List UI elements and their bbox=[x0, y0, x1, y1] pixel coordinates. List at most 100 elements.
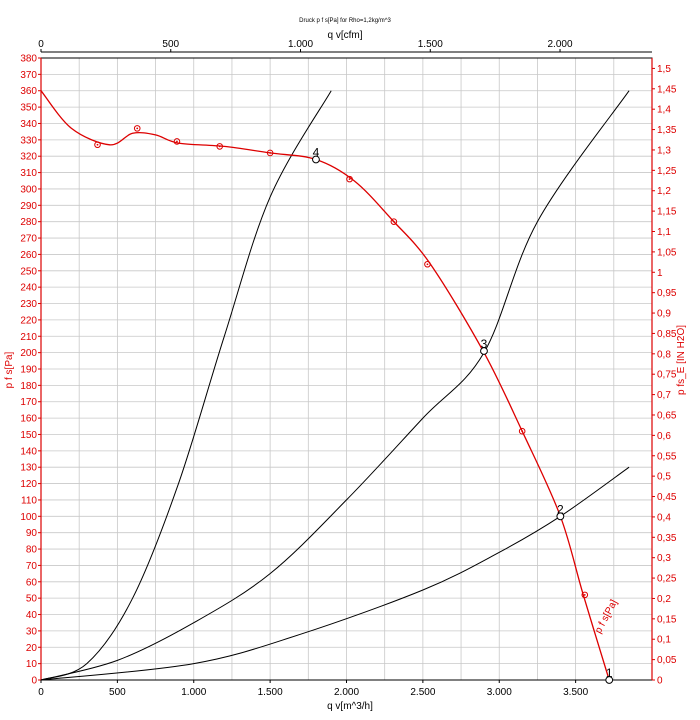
x-tick-label-top: 0 bbox=[38, 39, 44, 50]
y-tick-label-left: 300 bbox=[20, 184, 37, 195]
y-tick-label-right: 0,7 bbox=[657, 390, 671, 401]
grid bbox=[41, 58, 652, 680]
operating-point-3 bbox=[480, 347, 488, 355]
y-tick-label-left: 290 bbox=[20, 201, 37, 212]
top-axis-label: q v[cfm] bbox=[327, 30, 362, 41]
y-tick-label-right: 1,2 bbox=[657, 186, 671, 197]
y-tick-label-left: 30 bbox=[26, 626, 38, 637]
y-tick-label-left: 90 bbox=[26, 528, 38, 539]
fan-curve-marker bbox=[94, 141, 101, 149]
y-tick-label-right: 0,45 bbox=[657, 492, 677, 503]
y-tick-label-right: 0,25 bbox=[657, 574, 677, 585]
y-tick-label-right: 0,2 bbox=[657, 594, 671, 605]
y-tick-label-right: 1,5 bbox=[657, 64, 671, 75]
y-tick-label-right: 1,1 bbox=[657, 227, 671, 238]
y-tick-label-right: 1,25 bbox=[657, 166, 677, 177]
y-tick-label-left: 120 bbox=[20, 479, 37, 490]
y-tick-label-left: 260 bbox=[20, 250, 37, 261]
y-tick-label-left: 230 bbox=[20, 299, 37, 310]
operating-point-label: 3 bbox=[481, 337, 488, 351]
fan-curve-marker bbox=[346, 175, 353, 183]
y-tick-label-right: 0,5 bbox=[657, 472, 671, 483]
fan-curve-marker-dot bbox=[218, 145, 221, 148]
y-tick-label-right: 1,4 bbox=[657, 105, 671, 116]
y-tick-label-right: 0,35 bbox=[657, 533, 677, 544]
fan-curve-marker bbox=[390, 218, 398, 225]
fan-curve-marker bbox=[424, 260, 431, 268]
x-tick-label-bottom: 3.500 bbox=[563, 687, 588, 698]
y-tick-label-left: 320 bbox=[20, 152, 37, 163]
y-tick-label-left: 80 bbox=[26, 545, 38, 556]
x-tick-label-bottom: 2.000 bbox=[334, 687, 359, 698]
y-tick-label-left: 310 bbox=[20, 168, 37, 179]
y-tick-label-left: 210 bbox=[20, 332, 37, 343]
fan-curve-label: p f s[Pa] bbox=[593, 598, 620, 636]
y-tick-label-right: 1,15 bbox=[657, 207, 677, 218]
chart-title: Druck p f s[Pa] for Rho=1,2kg/m^3 bbox=[299, 18, 391, 24]
y-tick-label-right: 1 bbox=[657, 268, 663, 279]
y-tick-label-right: 1,45 bbox=[657, 84, 677, 95]
y-tick-label-right: 0,3 bbox=[657, 553, 671, 564]
y-tick-label-left: 20 bbox=[26, 643, 38, 654]
x-tick-label-top: 500 bbox=[162, 39, 179, 50]
fan-curve-marker-dot bbox=[426, 263, 429, 266]
y-tick-label-left: 60 bbox=[26, 577, 38, 588]
y-tick-label-right: 0,95 bbox=[657, 288, 677, 299]
fan-curve bbox=[40, 90, 610, 681]
system-curve-2 bbox=[40, 90, 630, 681]
y-tick-label-right: 0,15 bbox=[657, 614, 677, 625]
fan-curve-marker-dot bbox=[392, 220, 395, 223]
y-tick-label-left: 370 bbox=[20, 70, 37, 81]
y-tick-label-left: 190 bbox=[20, 365, 37, 376]
system-curve-1 bbox=[40, 90, 332, 681]
y-tick-label-right: 0,1 bbox=[657, 635, 671, 646]
y-tick-label-left: 280 bbox=[20, 217, 37, 228]
right-axis-label: p fs_E [IN H2O] bbox=[676, 325, 687, 395]
fan-curve-marker bbox=[518, 427, 526, 435]
x-tick-label-bottom: 0 bbox=[38, 687, 44, 698]
fan-curve-marker bbox=[173, 138, 181, 145]
fan-curve-marker-dot bbox=[521, 430, 524, 433]
y-tick-label-right: 0,65 bbox=[657, 410, 677, 421]
y-tick-label-left: 0 bbox=[31, 676, 37, 687]
operating-point-2 bbox=[556, 512, 565, 521]
fan-curve-marker-dot bbox=[176, 140, 178, 143]
y-tick-label-left: 110 bbox=[21, 495, 37, 506]
operating-point-label: 1 bbox=[606, 666, 613, 680]
operating-point-1 bbox=[605, 676, 614, 684]
operating-point-label: 4 bbox=[313, 145, 320, 159]
y-tick-label-right: 0 bbox=[657, 676, 663, 687]
x-tick-label-bottom: 1.500 bbox=[258, 687, 283, 698]
left-axis-label: p f s[Pa] bbox=[4, 351, 15, 388]
y-tick-label-left: 220 bbox=[20, 315, 37, 326]
y-tick-label-left: 130 bbox=[20, 463, 37, 474]
x-tick-label-bottom: 3.000 bbox=[487, 687, 512, 698]
fan-curve-marker-dot bbox=[136, 127, 139, 130]
y-tick-label-left: 160 bbox=[20, 414, 37, 425]
y-tick-label-left: 150 bbox=[20, 430, 37, 441]
x-tick-label-top: 1.000 bbox=[288, 39, 313, 50]
fan-curve-marker-dot bbox=[348, 178, 351, 181]
fan-curve-marker-dot bbox=[583, 593, 586, 596]
fan-curve-marker bbox=[216, 143, 224, 150]
y-tick-label-left: 240 bbox=[20, 283, 37, 294]
fan-curve-marker-dot bbox=[269, 152, 272, 154]
fan-curve-marker-dot bbox=[96, 143, 99, 146]
fan-curve-marker bbox=[581, 591, 589, 599]
fan-curve-marker bbox=[133, 125, 141, 132]
y-tick-label-left: 10 bbox=[26, 659, 38, 670]
y-tick-label-right: 1,05 bbox=[657, 247, 677, 258]
fan-curve-marker bbox=[266, 149, 274, 157]
y-tick-label-left: 250 bbox=[20, 266, 37, 277]
y-tick-label-right: 0,55 bbox=[657, 451, 677, 462]
y-tick-label-right: 0,8 bbox=[657, 349, 671, 360]
y-tick-label-left: 350 bbox=[20, 103, 37, 114]
y-tick-label-left: 100 bbox=[20, 512, 37, 523]
y-tick-label-right: 1,3 bbox=[657, 145, 671, 156]
y-tick-label-left: 40 bbox=[26, 610, 38, 621]
y-tick-label-left: 200 bbox=[20, 348, 37, 359]
y-tick-label-right: 0,85 bbox=[657, 329, 677, 340]
y-tick-label-right: 1,35 bbox=[657, 125, 677, 136]
x-tick-label-bottom: 500 bbox=[109, 687, 126, 698]
